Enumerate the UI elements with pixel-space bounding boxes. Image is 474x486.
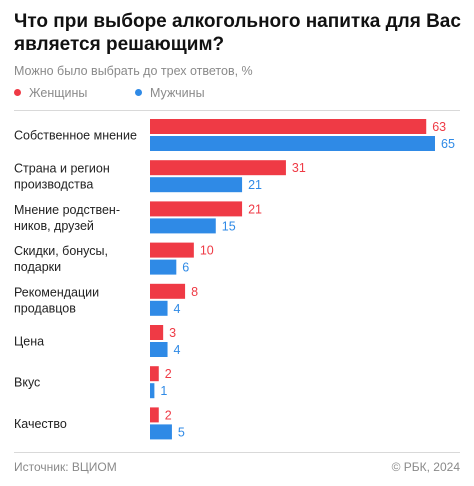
value-label-men: 65 — [441, 137, 455, 151]
value-label-women: 63 — [432, 120, 446, 134]
value-label-women: 10 — [200, 244, 214, 258]
value-label-women: 2 — [165, 408, 172, 422]
legend-item-women: Женщины — [14, 86, 87, 100]
category-label: Собственное мнение — [14, 129, 137, 143]
bar-women — [150, 325, 164, 340]
bar-men — [150, 218, 216, 234]
bar-men — [150, 300, 168, 316]
bottom-divider — [14, 452, 460, 453]
category-label: Рекомендации — [14, 285, 99, 299]
source-note: Источник: ВЦИОМ — [14, 460, 117, 474]
value-label-men: 15 — [222, 219, 236, 233]
category-label: ников, друзей — [14, 219, 94, 233]
category-label: Вкус — [14, 376, 40, 390]
legend-label-men: Мужчины — [150, 86, 205, 100]
value-label-women: 21 — [248, 202, 262, 216]
top-divider — [14, 110, 460, 111]
bar-men — [150, 177, 243, 193]
category-label: продавцов — [14, 301, 76, 315]
chart-title: Что при выборе алкогольного напитка для … — [14, 11, 461, 55]
bar-women — [150, 283, 186, 299]
bar-women — [150, 201, 243, 217]
value-label-women: 2 — [165, 367, 172, 381]
category-label: Качество — [14, 417, 67, 431]
value-label-men: 1 — [160, 384, 167, 398]
bar-men — [150, 342, 168, 357]
value-label-women: 31 — [292, 161, 306, 175]
category-label: Страна и регион — [14, 162, 110, 176]
category-label: подарки — [14, 260, 61, 274]
value-label-men: 4 — [174, 302, 181, 316]
value-label-men: 6 — [182, 261, 189, 275]
value-label-men: 4 — [174, 343, 181, 357]
bar-women — [150, 119, 427, 134]
bar-men — [150, 136, 435, 151]
copyright-note: © РБК, 2024 — [391, 460, 460, 474]
bar-women — [150, 407, 159, 423]
bar-men — [150, 424, 172, 440]
value-label-men: 21 — [248, 178, 262, 192]
bar-women — [150, 366, 159, 382]
legend-item-men: Мужчины — [135, 86, 205, 100]
category-label: производства — [14, 178, 93, 192]
category-label: Цена — [14, 335, 44, 349]
chart-subtitle: Можно было выбрать до трех ответов, % — [14, 64, 253, 78]
legend-label-women: Женщины — [29, 86, 88, 100]
bar-men — [150, 383, 155, 399]
legend-dot-women — [14, 89, 21, 96]
category-label: Скидки, бонусы, — [14, 244, 108, 258]
value-label-women: 3 — [169, 326, 176, 340]
bar-women — [150, 160, 286, 176]
legend-dot-men — [135, 89, 142, 96]
value-label-men: 5 — [178, 425, 185, 439]
category-label: Мнение родствен- — [14, 203, 120, 217]
value-label-women: 8 — [191, 285, 198, 299]
bar-women — [150, 242, 194, 258]
bar-men — [150, 259, 177, 275]
